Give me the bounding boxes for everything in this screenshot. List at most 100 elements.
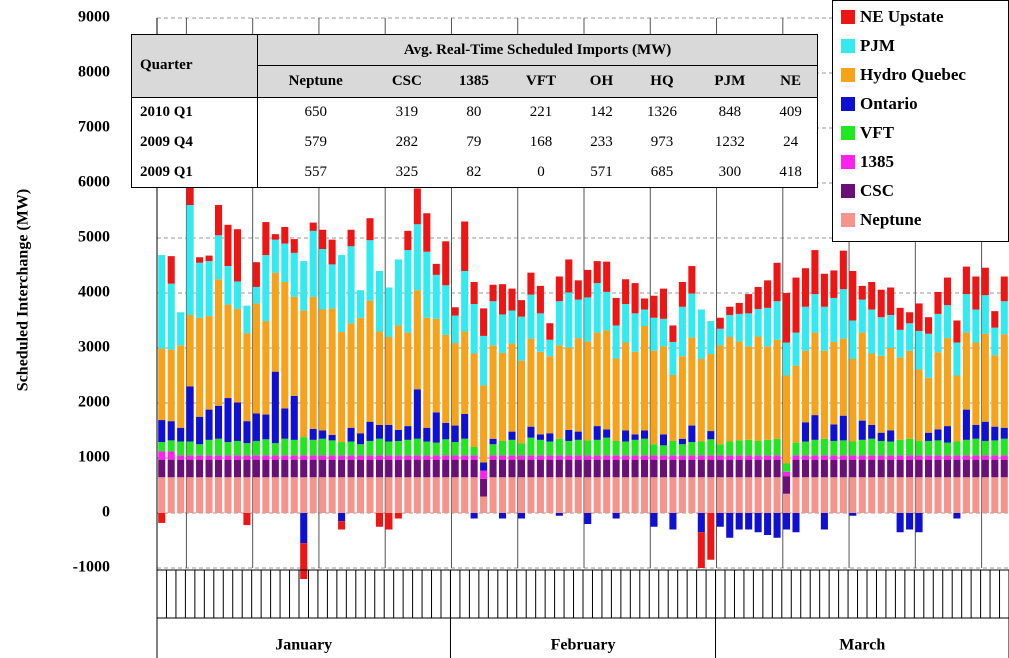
bar-segment (508, 288, 516, 311)
bar-segment (262, 459, 270, 478)
bar-segment (896, 307, 904, 330)
bar-segment (631, 351, 639, 435)
bar-segment (328, 440, 336, 456)
bar-segment (357, 290, 365, 318)
bar-segment (906, 350, 914, 439)
bar-segment (783, 293, 791, 343)
bar-segment (167, 440, 175, 452)
bar-segment (196, 257, 204, 263)
bar-segment (451, 343, 459, 426)
bar-segment (650, 444, 658, 456)
bar-segment (357, 433, 365, 445)
bar-segment (688, 293, 696, 338)
bar-segment (811, 294, 819, 333)
bar-segment (735, 341, 743, 441)
bar-segment (186, 185, 194, 205)
bar-segment (480, 335, 488, 386)
bar-segment (366, 421, 374, 441)
bar-segment (499, 440, 507, 456)
bar-segment (678, 306, 686, 357)
bar-segment (480, 478, 488, 497)
bar-segment (820, 459, 828, 478)
bar-segment (432, 274, 440, 319)
bar-segment (688, 459, 696, 478)
bar-segment (934, 313, 942, 353)
bar-segment (915, 330, 923, 370)
table-column: Neptune (257, 65, 374, 98)
bar-segment (499, 455, 507, 460)
bar-segment (271, 371, 279, 444)
bar-segment (659, 477, 667, 513)
bar-segment (972, 477, 980, 513)
bar-segment (158, 451, 166, 460)
bar-segment (735, 513, 743, 530)
bar-segment (650, 477, 658, 513)
bar-segment (271, 443, 279, 456)
bar-segment (357, 317, 365, 434)
bar-segment (953, 477, 961, 513)
legend-item: VFT (841, 120, 1008, 146)
bar-segment (451, 459, 459, 478)
bar-segment (347, 477, 355, 513)
bar-segment (243, 459, 251, 478)
bar-segment (1000, 455, 1008, 460)
bar-segment (546, 433, 554, 442)
bar-segment (726, 306, 734, 315)
bar-segment (319, 477, 327, 513)
bar-segment (887, 287, 895, 315)
bar-segment (546, 339, 554, 357)
bar-segment (820, 513, 828, 530)
bar-segment (205, 255, 213, 262)
bar-segment (442, 439, 450, 456)
bar-segment (811, 455, 819, 460)
legend-label: VFT (860, 123, 894, 142)
bar-segment (622, 342, 630, 431)
table-cell: 80 (466, 104, 482, 121)
bar-segment (593, 455, 601, 460)
y-axis-title: Scheduled Interchange (MW) (15, 189, 32, 391)
bar-segment (451, 315, 459, 344)
bar-segment (271, 239, 279, 273)
legend-item: 1385 (841, 149, 1008, 175)
bar-segment (622, 279, 630, 304)
bar-segment (233, 455, 241, 460)
bar-segment (536, 351, 544, 435)
bar-segment (527, 294, 535, 339)
bar-segment (801, 306, 809, 351)
bar-segment (801, 268, 809, 307)
bar-segment (1000, 334, 1008, 428)
bar-segment (641, 477, 649, 513)
bar-segment (536, 459, 544, 478)
bar-segment (906, 323, 914, 351)
bar-segment (659, 318, 667, 347)
bar-segment (385, 459, 393, 478)
bar-segment (915, 513, 923, 533)
bar-segment (678, 477, 686, 513)
bar-segment (783, 471, 791, 477)
bar-segment (820, 273, 828, 307)
bar-segment (659, 445, 667, 456)
bar-segment (196, 477, 204, 513)
bar-segment (404, 439, 412, 456)
bar-segment (205, 261, 213, 317)
table-cell: 973 (650, 133, 674, 150)
bar-segment (527, 477, 535, 513)
bar-segment (972, 276, 980, 310)
bar-segment (338, 255, 346, 333)
bar-segment (243, 455, 251, 460)
bar-segment (641, 326, 649, 431)
bar-segment (224, 459, 232, 478)
bar-segment (432, 442, 440, 456)
bar-segment (953, 320, 961, 343)
y-tick-label: 3000 (78, 339, 110, 356)
bar-segment (300, 459, 308, 478)
y-tick-label: 0 (102, 504, 110, 521)
bar-segment (508, 455, 516, 460)
bar-segment (877, 289, 885, 318)
bar-segment (442, 285, 450, 335)
bar-segment (158, 255, 166, 349)
bar-segment (981, 295, 989, 334)
legend-item: Neptune (841, 207, 1008, 233)
bar-segment (489, 444, 497, 456)
bar-segment (764, 513, 772, 535)
